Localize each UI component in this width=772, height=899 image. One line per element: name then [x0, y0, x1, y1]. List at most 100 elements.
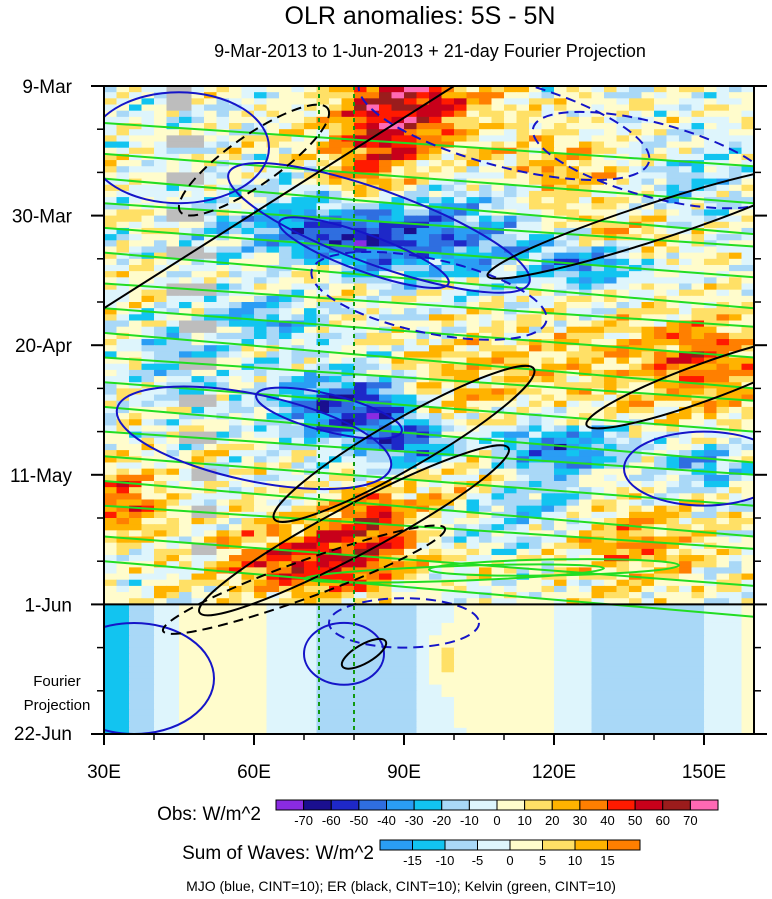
- heatmap-cell: [654, 86, 668, 93]
- heatmap-cell: [616, 530, 630, 538]
- heatmap-cell: [329, 413, 343, 420]
- heatmap-cell: [666, 573, 680, 581]
- heatmap-cell: [541, 530, 555, 538]
- heatmap-cell: [304, 635, 318, 643]
- heatmap-cell: [404, 511, 418, 519]
- heatmap-cell: [316, 555, 330, 562]
- heatmap-cell: [104, 382, 118, 389]
- heatmap-cell: [741, 388, 754, 396]
- heatmap-cell: [216, 283, 230, 291]
- heatmap-cell: [729, 635, 743, 643]
- heatmap-cell: [229, 271, 243, 278]
- heatmap-cell: [354, 166, 368, 173]
- heatmap-cell: [491, 400, 505, 408]
- heatmap-cell: [141, 450, 155, 457]
- heatmap-cell: [204, 264, 218, 272]
- heatmap-cell: [129, 258, 143, 266]
- heatmap-cell: [279, 579, 293, 587]
- heatmap-cell: [241, 659, 255, 667]
- heatmap-cell: [541, 153, 555, 161]
- heatmap-cell: [566, 406, 580, 414]
- heatmap-cell: [691, 277, 705, 285]
- heatmap-cell: [129, 357, 143, 365]
- heatmap-cell: [441, 604, 455, 612]
- heatmap-cell: [316, 480, 330, 488]
- heatmap-cell: [366, 561, 380, 568]
- heatmap-cell: [329, 641, 343, 649]
- heatmap-cell: [166, 184, 180, 192]
- heatmap-cell: [129, 376, 143, 383]
- heatmap-cell: [391, 635, 405, 643]
- heatmap-cell: [491, 123, 505, 130]
- heatmap-cell: [254, 376, 268, 383]
- heatmap-cell: [654, 493, 668, 501]
- heatmap-cell: [354, 246, 368, 254]
- heatmap-cell: [316, 493, 330, 501]
- heatmap-cell: [479, 487, 493, 494]
- heatmap-cell: [179, 92, 193, 99]
- heatmap-cell: [691, 659, 705, 667]
- heatmap-cell: [579, 92, 593, 99]
- heatmap-cell: [254, 332, 268, 340]
- heatmap-cell: [529, 320, 543, 328]
- heatmap-cell: [591, 369, 605, 377]
- heatmap-cell: [354, 456, 368, 464]
- heatmap-cell: [316, 647, 330, 655]
- heatmap-cell: [166, 363, 180, 371]
- heatmap-cell: [366, 153, 380, 161]
- heatmap-cell: [479, 499, 493, 507]
- heatmap-cell: [641, 104, 655, 112]
- heatmap-cell: [341, 604, 355, 612]
- heatmap-cell: [191, 653, 205, 661]
- heatmap-cell: [316, 592, 330, 599]
- heatmap-cell: [154, 234, 168, 241]
- heatmap-cell: [291, 123, 305, 130]
- heatmap-cell: [479, 548, 493, 556]
- heatmap-cell: [241, 153, 255, 161]
- heatmap-cell: [579, 234, 593, 241]
- heatmap-cell: [479, 437, 493, 445]
- heatmap-cell: [241, 548, 255, 556]
- heatmap-cell: [516, 511, 530, 519]
- heatmap-cell: [241, 227, 255, 235]
- heatmap-cell: [679, 647, 693, 655]
- heatmap-cell: [279, 320, 293, 328]
- heatmap-cell: [704, 400, 718, 408]
- heatmap-cell: [179, 425, 193, 433]
- heatmap-cell: [441, 524, 455, 531]
- heatmap-cell: [466, 616, 480, 624]
- heatmap-cell: [466, 450, 480, 457]
- heatmap-cell: [316, 659, 330, 667]
- heatmap-cell: [491, 610, 505, 618]
- heatmap-cell: [679, 653, 693, 661]
- heatmap-cell: [466, 653, 480, 661]
- heatmap-cell: [416, 172, 430, 180]
- heatmap-cell: [716, 172, 730, 180]
- heatmap-cell: [104, 172, 118, 180]
- heatmap-cell: [141, 598, 155, 605]
- heatmap-cell: [616, 184, 630, 192]
- heatmap-cell: [504, 616, 518, 624]
- heatmap-cell: [204, 635, 218, 643]
- heatmap-cell: [516, 400, 530, 408]
- heatmap-cell: [741, 592, 754, 599]
- heatmap-cell: [329, 561, 343, 568]
- heatmap-cell: [504, 629, 518, 636]
- heatmap-cell: [654, 123, 668, 130]
- heatmap-cell: [466, 295, 480, 303]
- heatmap-cell: [179, 234, 193, 241]
- heatmap-cell: [729, 326, 743, 334]
- heatmap-cell: [129, 227, 143, 235]
- heatmap-cell: [629, 666, 643, 673]
- heatmap-cell: [354, 672, 368, 680]
- heatmap-cell: [479, 123, 493, 130]
- heatmap-cell: [741, 92, 754, 99]
- heatmap-cell: [641, 92, 655, 99]
- heatmap-cell: [279, 487, 293, 494]
- heatmap-cell: [291, 116, 305, 124]
- heatmap-cell: [291, 592, 305, 599]
- heatmap-cell: [466, 388, 480, 396]
- heatmap-cell: [104, 548, 118, 556]
- heatmap-cell: [429, 653, 443, 661]
- heatmap-cell: [441, 240, 455, 248]
